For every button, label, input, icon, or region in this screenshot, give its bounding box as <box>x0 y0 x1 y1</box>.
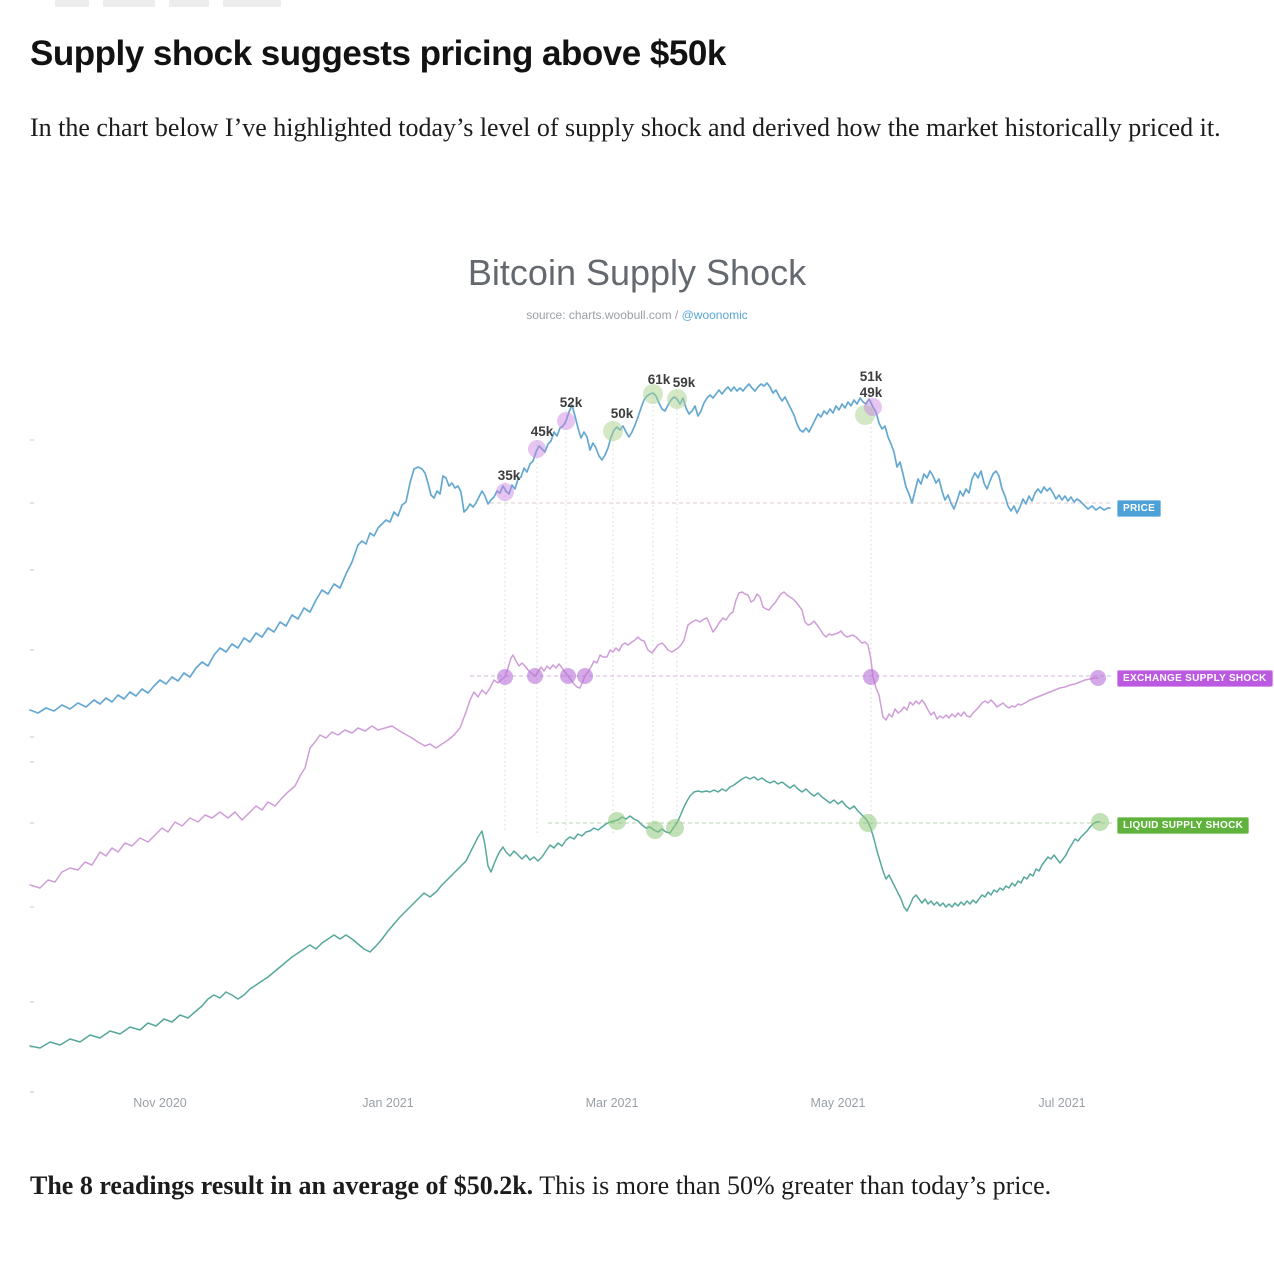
price-annotation-45k: 45k <box>531 424 554 439</box>
price-annotation-49k: 49k <box>860 385 883 400</box>
exchange-supply-shock-line <box>29 591 1099 889</box>
price-reading-highlight-green <box>855 405 875 425</box>
legend-badge-exchange-supply-shock: EXCHANGE SUPPLY SHOCK <box>1117 670 1273 687</box>
liquid-crossing-marker <box>608 812 626 830</box>
price-reading-highlight-purple <box>557 412 575 430</box>
exchange-crossing-marker <box>560 668 576 684</box>
exchange-crossing-marker <box>527 668 543 684</box>
closing-paragraph: The 8 readings result in an average of $… <box>30 1160 1250 1212</box>
price-reading-highlight-green <box>643 384 663 404</box>
price-annotation-59k: 59k <box>673 375 696 390</box>
chart-source: source: charts.woobull.com / @woonomic <box>0 308 1274 322</box>
price-line <box>29 382 1111 714</box>
exchange-crossing-marker <box>497 669 513 685</box>
price-annotation-51k: 51k <box>860 369 883 384</box>
woonomic-link[interactable]: @woonomic <box>681 308 748 322</box>
price-reading-highlight-green <box>603 421 623 441</box>
exchange-crossing-marker <box>577 668 593 684</box>
x-axis-label-jul-2021: Jul 2021 <box>1038 1096 1085 1110</box>
x-axis-label-may-2021: May 2021 <box>811 1096 866 1110</box>
price-annotation-50k: 50k <box>611 406 634 421</box>
price-annotation-61k: 61k <box>648 372 671 387</box>
liquid-crossing-marker <box>859 814 877 832</box>
price-reading-highlight-green <box>667 389 687 409</box>
chart-source-prefix: source: charts.woobull.com / <box>526 308 682 322</box>
closing-bold: The 8 readings result in an average of $… <box>30 1171 534 1200</box>
price-annotation-35k: 35k <box>498 468 521 483</box>
page-title: Supply shock suggests pricing above $50k <box>30 34 726 73</box>
exchange-crossing-marker <box>1090 670 1106 686</box>
price-reading-highlight-purple <box>528 440 546 458</box>
liquid-supply-shock-line <box>29 776 1101 1049</box>
exchange-crossing-marker <box>863 669 879 685</box>
liquid-crossing-marker <box>646 821 664 839</box>
closing-rest: This is more than 50% greater than today… <box>533 1171 1052 1200</box>
price-annotation-52k: 52k <box>560 395 583 410</box>
chart-title: Bitcoin Supply Shock <box>467 252 807 293</box>
legend-badge-liquid-supply-shock: LIQUID SUPPLY SHOCK <box>1117 817 1250 834</box>
price-reading-highlight-purple <box>496 483 514 501</box>
price-reading-highlight-purple <box>864 398 882 416</box>
cropped-text-fragment <box>55 0 281 7</box>
liquid-crossing-marker <box>1091 813 1109 831</box>
liquid-crossing-marker <box>666 819 684 837</box>
legend-badge-price: PRICE <box>1117 500 1162 517</box>
x-axis-label-jan-2021: Jan 2021 <box>362 1096 413 1110</box>
x-axis-label-mar-2021: Mar 2021 <box>586 1096 639 1110</box>
x-axis-label-nov-2020: Nov 2020 <box>133 1096 187 1110</box>
intro-paragraph: In the chart below I’ve highlighted toda… <box>30 113 1221 142</box>
